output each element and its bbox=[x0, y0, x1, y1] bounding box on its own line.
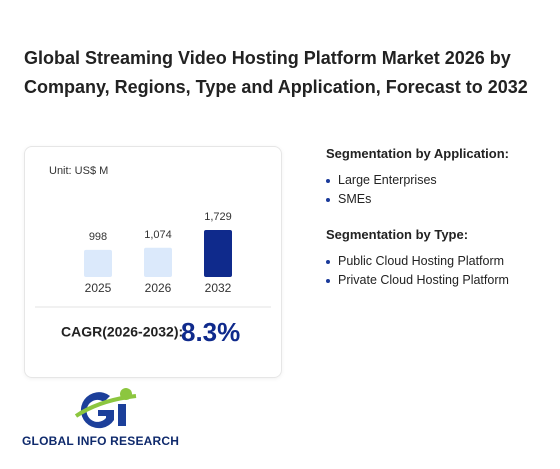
segment-item: Private Cloud Hosting Platform bbox=[326, 271, 556, 290]
segment-item: Public Cloud Hosting Platform bbox=[326, 252, 556, 271]
title: Global Streaming Video Hosting Platform … bbox=[24, 48, 528, 97]
value-label: 998 bbox=[89, 231, 107, 243]
logo-mark bbox=[74, 388, 137, 429]
segments: Segmentation by Application: Large Enterp… bbox=[326, 146, 556, 308]
value-label: 1,074 bbox=[144, 229, 172, 241]
unit-label: Unit: US$ M bbox=[49, 165, 108, 177]
cagr-value: 8.3% bbox=[181, 317, 240, 347]
segment-item: Large Enterprises bbox=[326, 171, 556, 190]
segment-list: Large Enterprises SMEs bbox=[326, 171, 556, 209]
x-tick-label: 2025 bbox=[85, 281, 112, 295]
bar bbox=[204, 230, 232, 277]
x-tick-label: 2032 bbox=[205, 281, 232, 295]
segment: Segmentation by Type: Public Cloud Hostin… bbox=[326, 227, 556, 290]
chart: Unit: US$ M CAGR(2026-2032): 8.3% 998 202… bbox=[35, 165, 271, 347]
x-tick-label: 2026 bbox=[145, 281, 172, 295]
bar bbox=[84, 249, 112, 277]
value-label: 1,729 bbox=[204, 211, 232, 223]
segment-list: Public Cloud Hosting Platform Private Clo… bbox=[326, 252, 556, 290]
cagr-label: CAGR(2026-2032): bbox=[61, 324, 183, 340]
chart-card: Unit: US$ M CAGR(2026-2032): 8.3% 998 202… bbox=[24, 146, 282, 378]
segment-item: SMEs bbox=[326, 190, 556, 209]
logo-text: GLOBAL INFO RESEARCH bbox=[22, 434, 180, 448]
segment-heading: Segmentation by Application: bbox=[326, 146, 509, 161]
segment-heading: Segmentation by Type: bbox=[326, 227, 469, 242]
bar bbox=[144, 247, 172, 277]
segment: Segmentation by Application: Large Enterp… bbox=[326, 146, 556, 209]
